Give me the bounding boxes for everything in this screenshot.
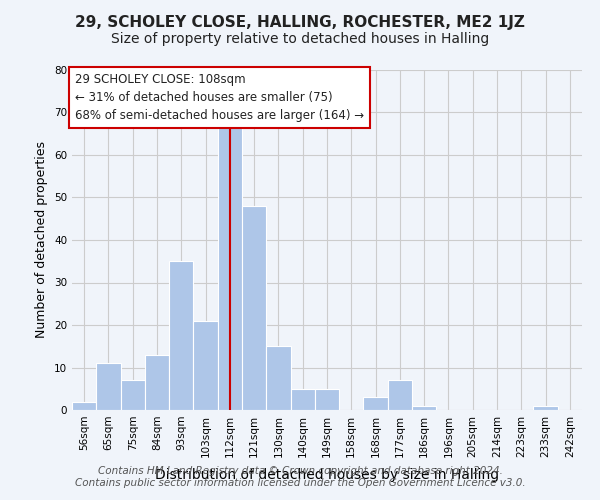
Text: 29 SCHOLEY CLOSE: 108sqm
← 31% of detached houses are smaller (75)
68% of semi-d: 29 SCHOLEY CLOSE: 108sqm ← 31% of detach… — [74, 74, 364, 122]
Bar — [266, 346, 290, 410]
Bar — [96, 363, 121, 410]
Bar — [169, 261, 193, 410]
X-axis label: Distribution of detached houses by size in Halling: Distribution of detached houses by size … — [155, 468, 499, 482]
Bar — [412, 406, 436, 410]
Bar — [145, 355, 169, 410]
Text: 29, SCHOLEY CLOSE, HALLING, ROCHESTER, ME2 1JZ: 29, SCHOLEY CLOSE, HALLING, ROCHESTER, M… — [75, 15, 525, 30]
Text: Contains HM Land Registry data © Crown copyright and database right 2024.
Contai: Contains HM Land Registry data © Crown c… — [74, 466, 526, 487]
Bar — [218, 125, 242, 410]
Bar — [72, 402, 96, 410]
Bar — [242, 206, 266, 410]
Bar — [193, 321, 218, 410]
Bar — [364, 397, 388, 410]
Bar — [533, 406, 558, 410]
Bar — [388, 380, 412, 410]
Bar — [290, 389, 315, 410]
Y-axis label: Number of detached properties: Number of detached properties — [35, 142, 49, 338]
Bar — [121, 380, 145, 410]
Bar — [315, 389, 339, 410]
Text: Size of property relative to detached houses in Halling: Size of property relative to detached ho… — [111, 32, 489, 46]
